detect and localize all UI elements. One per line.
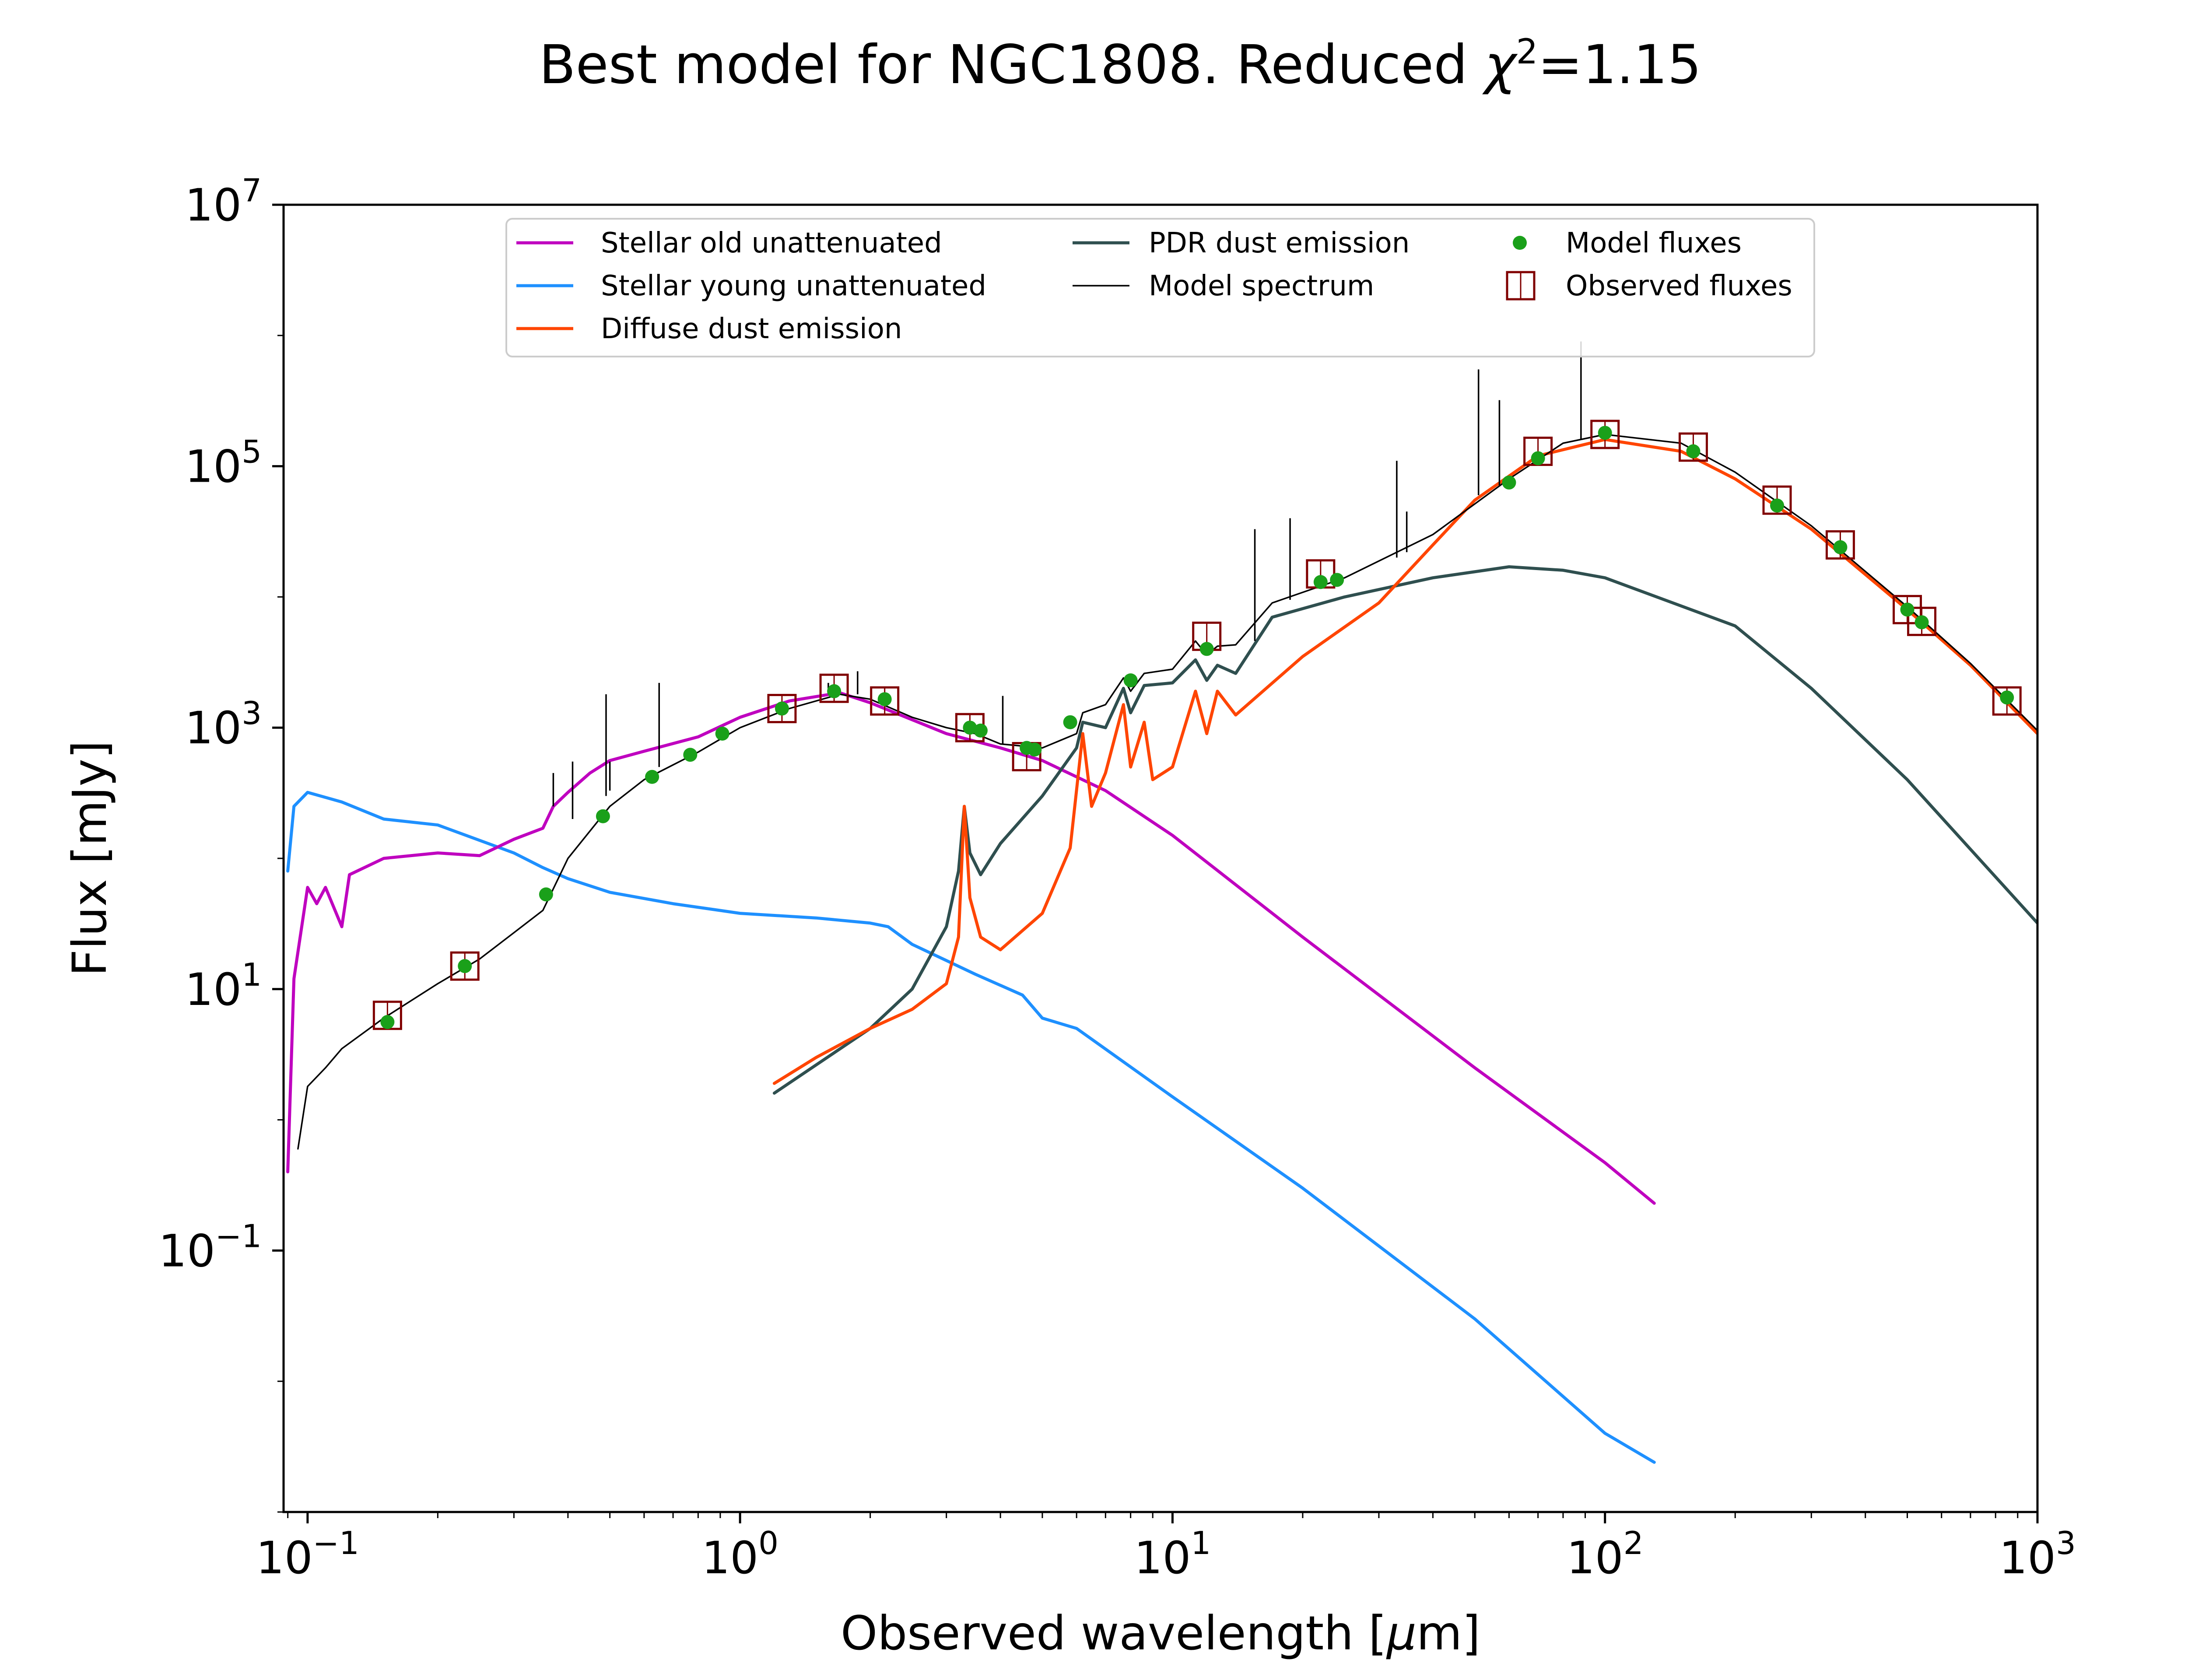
legend-box bbox=[505, 218, 1815, 357]
model-flux-point bbox=[1598, 426, 1612, 440]
x-tick-label: 102 bbox=[1567, 1525, 1644, 1584]
series-line-stellar-young-unattenuated bbox=[286, 791, 1656, 1464]
x-tick-label: 100 bbox=[701, 1525, 778, 1584]
legend-label-model-fluxes: Model fluxes bbox=[1566, 227, 1742, 259]
model-flux-point bbox=[1199, 642, 1214, 656]
legend-label-observed-fluxes: Observed fluxes bbox=[1566, 270, 1792, 302]
series-line-stellar-old-unattenuated bbox=[286, 691, 1656, 1205]
model-flux-point bbox=[596, 809, 610, 823]
y-tick-label: 10−1 bbox=[158, 1218, 262, 1277]
y-tick-label: 103 bbox=[185, 695, 262, 754]
y-tick-label: 105 bbox=[185, 434, 262, 493]
legend-label-stellar-old-unattenuated: Stellar old unattenuated bbox=[601, 227, 942, 259]
model-flux-point bbox=[1123, 673, 1138, 688]
x-tick-label: 10−1 bbox=[256, 1525, 359, 1584]
model-flux-point bbox=[683, 748, 698, 762]
model-flux-point bbox=[715, 726, 729, 741]
model-flux-point bbox=[877, 692, 892, 707]
legend-label-stellar-young-unattenuated: Stellar young unattenuated bbox=[601, 270, 986, 302]
model-flux-point bbox=[458, 959, 472, 973]
legend: Stellar old unattenuated Stellar young un… bbox=[505, 218, 1815, 357]
model-flux-point bbox=[1770, 498, 1784, 513]
y-axis-label: Flux [mJy] bbox=[63, 740, 117, 976]
model-flux-point bbox=[645, 770, 659, 784]
axis-ticks: 10−1 100 101 102 103 10−1 101 103 105 107 bbox=[158, 172, 2076, 1584]
chart-title: Best model for NGC1808. Reduced χ2=1.15 bbox=[539, 32, 1701, 96]
x-tick-label: 101 bbox=[1134, 1525, 1211, 1584]
model-flux-point bbox=[827, 684, 842, 698]
model-flux-point bbox=[1502, 475, 1516, 490]
model-flux-point bbox=[1900, 602, 1914, 617]
model-flux-point bbox=[963, 721, 977, 735]
y-tick-label: 101 bbox=[185, 956, 262, 1016]
model-flux-point bbox=[1027, 742, 1042, 757]
x-tick-label: 103 bbox=[1999, 1525, 2076, 1584]
model-flux-point bbox=[1330, 573, 1344, 587]
legend-label-model-spectrum: Model spectrum bbox=[1149, 270, 1374, 302]
model-flux-point bbox=[539, 887, 553, 902]
x-axis-label: Observed wavelength [μm] bbox=[841, 1606, 1480, 1661]
model-flux-point bbox=[1833, 540, 1848, 554]
axes-frame bbox=[282, 203, 2039, 1513]
legend-swatch-model-fluxes bbox=[1513, 236, 1527, 250]
model-flux-point bbox=[1686, 444, 1701, 458]
model-flux-point bbox=[1313, 575, 1328, 589]
y-tick-label: 107 bbox=[185, 172, 262, 231]
series-line-diffuse-dust-emission bbox=[772, 438, 2037, 1085]
model-flux-point bbox=[380, 1015, 395, 1029]
model-flux-point bbox=[775, 701, 789, 716]
series-line-model-spectrum bbox=[297, 434, 2037, 1150]
legend-label-diffuse-dust-emission: Diffuse dust emission bbox=[601, 313, 902, 345]
model-flux-point bbox=[1063, 715, 1077, 729]
model-flux-point bbox=[1914, 615, 1929, 630]
plot-area bbox=[286, 341, 2037, 1464]
model-flux-point bbox=[973, 723, 988, 738]
model-flux-point bbox=[1531, 451, 1545, 466]
legend-label-pdr-dust-emission: PDR dust emission bbox=[1149, 227, 1410, 259]
model-flux-point bbox=[2000, 690, 2014, 705]
